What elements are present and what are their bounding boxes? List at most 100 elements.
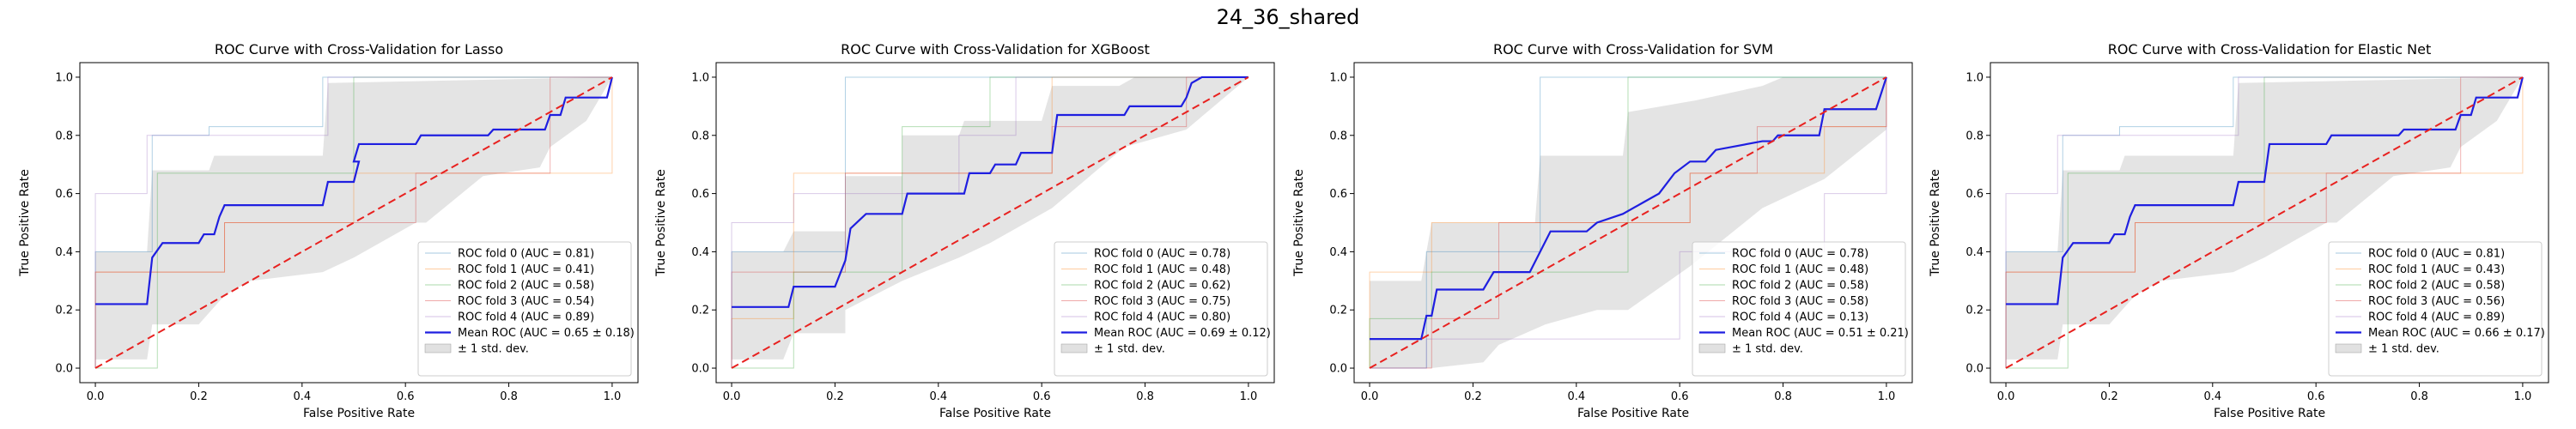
y-tick-label: 0.2 (55, 305, 73, 317)
y-tick-label: 1.0 (1329, 71, 1347, 84)
chart-title: ROC Curve with Cross-Validation for XGBo… (841, 41, 1150, 57)
x-tick-label: 0.0 (723, 390, 741, 403)
chart-title: ROC Curve with Cross-Validation for Elas… (2108, 41, 2432, 57)
mean-roc-line (2006, 76, 2524, 305)
axes-frame (1353, 62, 1913, 384)
legend: ROC fold 0 (AUC = 0.81) ROC fold 1 (AUC =… (417, 241, 635, 377)
x-tick-label: 0.6 (2307, 390, 2325, 403)
x-axis-label: False Positive Rate (2214, 407, 2325, 420)
mean-roc-line (732, 76, 1249, 308)
x-tick-label: 0.2 (826, 390, 844, 403)
x-tick-label: 0.2 (1464, 390, 1482, 403)
legend-entry: ROC fold 4 (AUC = 0.80) (1094, 311, 1230, 324)
y-tick-label: 0.6 (55, 188, 73, 201)
legend-entry: ROC fold 2 (AUC = 0.58) (1732, 280, 1868, 293)
x-tick-label: 0.4 (1567, 390, 1585, 403)
legend-box (1692, 241, 1906, 377)
roc-fold-1-line (1369, 76, 1887, 369)
legend-entry: ± 1 std. dev. (1094, 343, 1165, 356)
legend-entry: ROC fold 2 (AUC = 0.58) (458, 280, 594, 293)
legend: ROC fold 0 (AUC = 0.78) ROC fold 1 (AUC =… (1054, 241, 1271, 377)
x-tick-label: 0.8 (1136, 390, 1154, 403)
legend: ROC fold 0 (AUC = 0.78) ROC fold 1 (AUC =… (1692, 241, 1909, 377)
y-axis-label: True Positive Rate (1292, 169, 1306, 277)
legend-entry: ROC fold 3 (AUC = 0.58) (1732, 295, 1868, 308)
legend-entry: ROC fold 3 (AUC = 0.56) (2368, 295, 2505, 308)
y-tick-label: 1.0 (691, 71, 709, 84)
roc-fold-1-line (731, 76, 1249, 369)
roc-fold-1-line (94, 76, 613, 369)
roc-fold-3-line (94, 76, 612, 369)
mean-roc-line (95, 76, 613, 305)
legend-box (1054, 241, 1268, 377)
legend-entry: ROC fold 0 (AUC = 0.78) (1094, 248, 1230, 261)
roc-fold-0-line (1370, 76, 1886, 369)
legend-entry: ROC fold 0 (AUC = 0.81) (2368, 248, 2505, 261)
axes-frame (1990, 62, 2549, 384)
chart-title: ROC Curve with Cross-Validation for SVM (1493, 41, 1773, 57)
std-dev-band (732, 76, 1249, 360)
x-tick-label: 1.0 (604, 390, 622, 403)
y-tick-label: 0.2 (1329, 305, 1347, 317)
chart-panels: ROC Curve with Cross-Validation for Lass… (18, 41, 2549, 420)
legend-entry: ROC fold 2 (AUC = 0.62) (1094, 280, 1230, 293)
x-tick-label: 1.0 (1878, 390, 1896, 403)
y-tick-label: 0.6 (1965, 188, 1984, 201)
legend-entry: ROC fold 1 (AUC = 0.48) (1732, 263, 1868, 276)
x-tick-label: 0.8 (2410, 390, 2428, 403)
legend-std-handle (1060, 343, 1088, 353)
legend-entry: ± 1 std. dev. (458, 343, 529, 356)
x-axis-label: False Positive Rate (303, 407, 415, 420)
legend-box (417, 241, 632, 377)
legend-entry: ROC fold 3 (AUC = 0.54) (458, 295, 594, 308)
x-tick-label: 1.0 (1240, 390, 1258, 403)
x-tick-label: 0.4 (2203, 390, 2221, 403)
x-axis-label: False Positive Rate (1577, 407, 1689, 420)
chance-line (1369, 76, 1887, 369)
chart-panel-2: ROC Curve with Cross-Validation for SVM 0… (1292, 41, 1913, 420)
y-tick-label: 0.8 (691, 130, 709, 142)
chance-line (2005, 76, 2524, 369)
axes-frame (79, 62, 639, 384)
y-tick-label: 0.0 (691, 363, 709, 376)
chart-panel-3: ROC Curve with Cross-Validation for Elas… (1929, 41, 2549, 420)
x-tick-label: 0.6 (1671, 390, 1689, 403)
legend-entry: ROC fold 1 (AUC = 0.48) (1094, 263, 1230, 276)
y-tick-label: 0.8 (55, 130, 73, 142)
legend-std-handle (2335, 343, 2362, 353)
legend-entry: ROC fold 0 (AUC = 0.78) (1732, 248, 1868, 261)
roc-fold-4-line (94, 76, 612, 369)
legend-entry: ROC fold 3 (AUC = 0.75) (1094, 295, 1230, 308)
roc-fold-2-line (732, 76, 1249, 369)
x-tick-label: 0.6 (397, 390, 415, 403)
legend-entry: ROC fold 0 (AUC = 0.81) (458, 248, 594, 261)
legend-entry: Mean ROC (AUC = 0.69 ± 0.12) (1094, 327, 1271, 340)
legend-entry: Mean ROC (AUC = 0.66 ± 0.17) (2368, 327, 2545, 340)
chance-line (731, 76, 1249, 369)
y-tick-label: 0.6 (1329, 188, 1347, 201)
legend-entry: Mean ROC (AUC = 0.65 ± 0.18) (458, 327, 635, 340)
x-tick-label: 0.4 (293, 390, 311, 403)
legend-entry: ROC fold 4 (AUC = 0.89) (458, 311, 594, 324)
y-tick-label: 0.6 (691, 188, 709, 201)
y-tick-label: 0.4 (691, 246, 709, 259)
chart-title: ROC Curve with Cross-Validation for Lass… (215, 41, 503, 57)
x-tick-label: 0.0 (87, 390, 105, 403)
y-axis-label: True Positive Rate (654, 169, 668, 277)
x-tick-label: 0.6 (1033, 390, 1051, 403)
roc-fold-3-line (2005, 76, 2523, 369)
x-tick-label: 0.2 (2100, 390, 2118, 403)
y-tick-label: 0.2 (1965, 305, 1984, 317)
roc-fold-0-line (2005, 76, 2523, 369)
y-tick-label: 0.0 (1965, 363, 1984, 376)
x-tick-label: 0.4 (929, 390, 947, 403)
plot-area (1369, 76, 1887, 369)
roc-fold-4-line (1370, 76, 1887, 369)
std-dev-band (95, 76, 612, 360)
legend-entry: ROC fold 1 (AUC = 0.43) (2368, 263, 2505, 276)
chance-line (94, 76, 613, 369)
legend-entry: ± 1 std. dev. (1732, 343, 1803, 356)
y-tick-label: 0.4 (1965, 246, 1984, 259)
legend-entry: ROC fold 1 (AUC = 0.41) (458, 263, 594, 276)
